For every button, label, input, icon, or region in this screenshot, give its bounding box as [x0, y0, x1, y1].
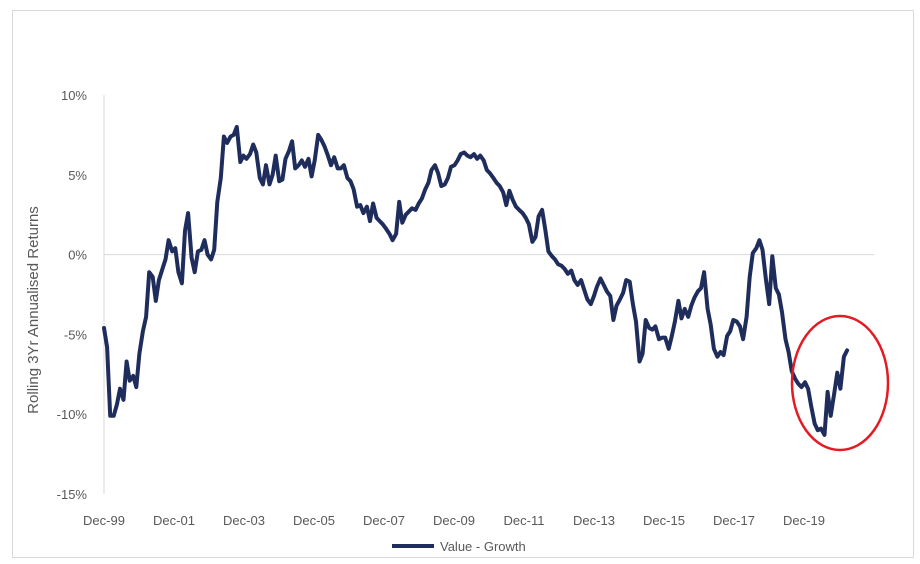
y-tick-label: -10%	[57, 407, 88, 422]
x-tick-label: Dec-01	[153, 513, 195, 528]
y-tick-label: -5%	[64, 327, 88, 342]
highlight-circle	[790, 314, 890, 452]
legend: Value - Growth	[392, 539, 526, 554]
y-tick-label: -15%	[57, 487, 88, 502]
legend-label: Value - Growth	[440, 539, 526, 554]
x-tick-label: Dec-11	[504, 513, 545, 528]
y-axis-ticks: 10% 5% 0% -5% -10% -15%	[57, 88, 88, 502]
x-tick-label: Dec-03	[223, 513, 265, 528]
y-tick-label: 0%	[68, 248, 87, 263]
x-tick-label: Dec-19	[783, 513, 825, 528]
y-tick-label: 10%	[61, 88, 87, 103]
x-tick-label: Dec-05	[293, 513, 335, 528]
x-tick-label: Dec-13	[573, 513, 615, 528]
x-tick-label: Dec-17	[713, 513, 755, 528]
chart-frame	[12, 10, 914, 558]
y-axis-label: Rolling 3Yr Annualised Returns	[25, 206, 42, 414]
x-tick-label: Dec-99	[83, 513, 125, 528]
x-axis-ticks: Dec-99 Dec-01 Dec-03 Dec-05 Dec-07 Dec-09 Dec-…	[83, 513, 825, 528]
x-tick-label: Dec-09	[433, 513, 475, 528]
y-tick-label: 5%	[68, 168, 87, 183]
x-tick-label: Dec-07	[363, 513, 405, 528]
series-line-value-growth	[102, 124, 850, 437]
x-tick-label: Dec-15	[643, 513, 685, 528]
